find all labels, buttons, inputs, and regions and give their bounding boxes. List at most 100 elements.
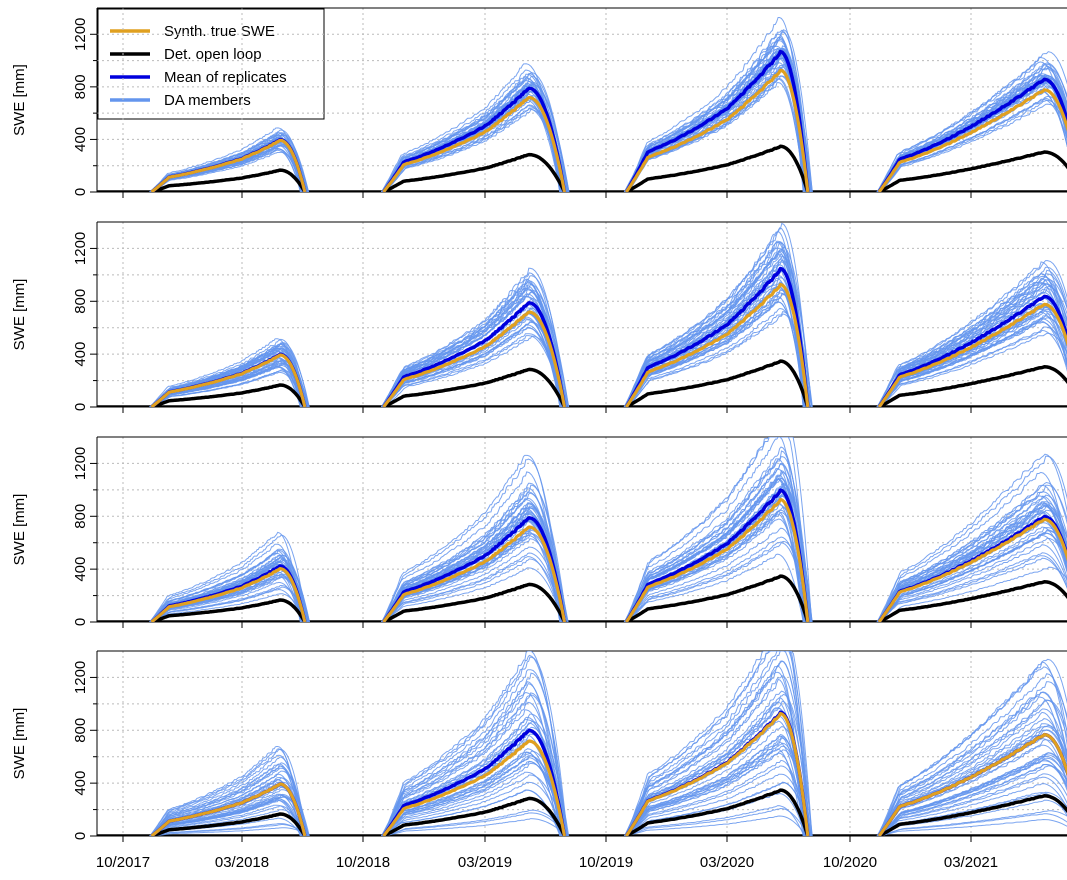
da-member-line xyxy=(382,722,565,836)
da-member-line xyxy=(383,267,567,407)
da-member-line xyxy=(381,789,561,836)
da-member-line xyxy=(380,63,561,192)
da-member-line xyxy=(878,773,1067,836)
open-loop-lines xyxy=(150,574,1067,622)
da-member-line xyxy=(381,69,562,192)
da-member-line xyxy=(626,75,811,192)
da-members xyxy=(149,222,1067,407)
true-swe-line xyxy=(877,302,1067,407)
y-tick-label-1200: 1200 xyxy=(72,661,89,694)
da-member-line xyxy=(626,773,811,836)
da-member-line xyxy=(381,692,561,836)
open-loop-line xyxy=(625,574,810,622)
da-member-line xyxy=(624,230,805,407)
da-member-line xyxy=(381,296,563,407)
da-member-line xyxy=(879,756,1067,836)
da-member-line xyxy=(878,813,1067,836)
da-member-line xyxy=(878,64,1067,192)
open-loop-line xyxy=(625,788,810,836)
da-member-line xyxy=(149,365,302,407)
da-member-line xyxy=(626,765,810,836)
da-member-line xyxy=(624,701,805,836)
da-member-line xyxy=(627,782,812,836)
y-axis-label: SWE [mm] xyxy=(11,708,28,780)
da-member-line xyxy=(150,799,304,836)
mean-line xyxy=(877,732,1067,836)
da-member-line xyxy=(626,807,809,836)
da-member-line xyxy=(381,497,563,622)
da-member-line xyxy=(152,789,310,836)
da-member-line xyxy=(149,338,302,407)
da-member-line xyxy=(150,555,304,622)
da-member-line xyxy=(381,471,562,622)
da-member-line xyxy=(382,651,565,836)
da-member-line xyxy=(153,796,310,836)
mean-line xyxy=(624,488,810,622)
da-member-line xyxy=(149,804,301,836)
open-loop-line xyxy=(150,168,307,192)
da-member-line xyxy=(626,222,811,407)
da-member-line xyxy=(623,553,804,622)
da-member-line xyxy=(626,292,810,407)
da-member-line xyxy=(626,690,811,836)
open-loop-line xyxy=(382,367,567,407)
da-member-line xyxy=(153,827,310,836)
da-member-line xyxy=(627,256,813,407)
da-member-line xyxy=(150,588,304,622)
da-member-line xyxy=(151,593,307,622)
da-member-line xyxy=(149,531,302,622)
da-member-line xyxy=(384,672,568,836)
da-member-line xyxy=(626,527,809,622)
panel-3: 0 400 800 1200 SWE [mm] xyxy=(11,436,1067,628)
da-member-line xyxy=(382,567,564,622)
da-member-line xyxy=(381,73,562,192)
da-member-line xyxy=(150,763,304,836)
da-member-line xyxy=(382,458,564,622)
da-member-line xyxy=(878,818,1067,836)
true-swe-lines xyxy=(150,497,1067,622)
da-members xyxy=(149,437,1067,622)
da-member-line xyxy=(877,504,1067,622)
da-member-line xyxy=(149,543,302,622)
da-member-line xyxy=(627,540,813,622)
da-member-line xyxy=(879,739,1067,836)
da-member-line xyxy=(383,761,566,836)
da-member-line xyxy=(624,752,806,836)
true-swe-line xyxy=(624,711,810,836)
da-member-line xyxy=(877,783,1067,836)
da-member-line xyxy=(381,99,561,192)
da-member-line xyxy=(627,651,812,836)
da-member-line xyxy=(626,75,810,192)
da-member-line xyxy=(878,78,1067,192)
da-member-line xyxy=(381,78,562,192)
da-member-line xyxy=(149,746,302,836)
y-tick-label-0: 0 xyxy=(72,403,89,411)
da-member-line xyxy=(876,281,1067,407)
da-member-line xyxy=(624,295,805,407)
x-tick-label-3: 03/2019 xyxy=(458,854,512,871)
da-member-line xyxy=(879,332,1067,407)
da-member-line xyxy=(880,566,1067,622)
x-tick-label-2: 10/2018 xyxy=(336,854,390,871)
da-member-line xyxy=(624,518,806,622)
da-member-line xyxy=(381,293,562,407)
da-member-line xyxy=(625,437,809,622)
x-tick-label-1: 03/2018 xyxy=(215,854,269,871)
da-member-line xyxy=(626,536,810,622)
da-member-line xyxy=(381,77,561,192)
da-member-line xyxy=(382,491,565,622)
open-loop-line xyxy=(878,150,1067,192)
y-tick-label-800: 800 xyxy=(72,74,89,99)
da-member-line xyxy=(152,576,308,622)
y-tick-label-400: 400 xyxy=(72,557,89,582)
y-tick-label-800: 800 xyxy=(72,289,89,314)
open-loop-line xyxy=(150,383,307,407)
da-member-line xyxy=(623,513,804,622)
da-member-line xyxy=(879,757,1067,836)
da-member-line xyxy=(627,742,812,836)
true-swe-line xyxy=(624,68,810,192)
open-loop-line xyxy=(878,794,1067,836)
da-member-line xyxy=(878,666,1067,836)
da-member-line xyxy=(876,471,1067,622)
da-member-line xyxy=(384,713,569,836)
